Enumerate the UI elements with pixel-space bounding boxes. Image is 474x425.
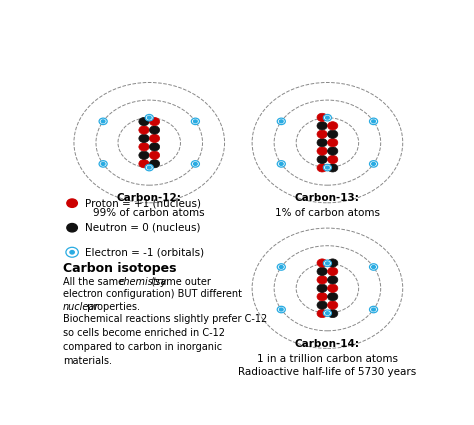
Ellipse shape bbox=[191, 161, 200, 167]
Ellipse shape bbox=[149, 134, 160, 142]
Ellipse shape bbox=[277, 264, 285, 270]
Ellipse shape bbox=[317, 156, 327, 164]
Ellipse shape bbox=[145, 164, 153, 171]
Ellipse shape bbox=[326, 312, 329, 314]
Ellipse shape bbox=[139, 126, 149, 134]
Ellipse shape bbox=[328, 156, 338, 164]
Ellipse shape bbox=[280, 162, 283, 165]
Ellipse shape bbox=[328, 164, 338, 172]
Ellipse shape bbox=[280, 308, 283, 311]
Text: Carbon-13:: Carbon-13: bbox=[295, 193, 360, 203]
Ellipse shape bbox=[317, 139, 327, 147]
Ellipse shape bbox=[101, 120, 105, 123]
Ellipse shape bbox=[317, 276, 327, 284]
Ellipse shape bbox=[317, 259, 327, 267]
Ellipse shape bbox=[149, 117, 160, 126]
Ellipse shape bbox=[328, 301, 338, 309]
Ellipse shape bbox=[326, 116, 329, 119]
Ellipse shape bbox=[149, 159, 160, 168]
Text: 1 in a trillion carbon atoms: 1 in a trillion carbon atoms bbox=[257, 354, 398, 364]
Text: nuclear: nuclear bbox=[63, 302, 99, 312]
Ellipse shape bbox=[328, 292, 338, 301]
Ellipse shape bbox=[317, 122, 327, 130]
Ellipse shape bbox=[323, 114, 331, 121]
Ellipse shape bbox=[70, 251, 74, 254]
Ellipse shape bbox=[323, 164, 331, 171]
Ellipse shape bbox=[147, 166, 151, 169]
Ellipse shape bbox=[147, 116, 151, 119]
Ellipse shape bbox=[370, 118, 378, 125]
Ellipse shape bbox=[370, 264, 378, 270]
Text: properties.: properties. bbox=[84, 302, 140, 312]
Text: Neutron = 0 (nucleus): Neutron = 0 (nucleus) bbox=[85, 223, 201, 233]
Text: Proton = +1 (nucleus): Proton = +1 (nucleus) bbox=[85, 198, 201, 208]
Ellipse shape bbox=[67, 224, 77, 232]
Ellipse shape bbox=[372, 308, 375, 311]
Text: chemistry: chemistry bbox=[119, 277, 167, 287]
Ellipse shape bbox=[370, 306, 378, 313]
Ellipse shape bbox=[99, 161, 107, 167]
Ellipse shape bbox=[149, 143, 160, 151]
Text: Electron = -1 (orbitals): Electron = -1 (orbitals) bbox=[85, 247, 204, 257]
Ellipse shape bbox=[328, 309, 338, 317]
Ellipse shape bbox=[139, 151, 149, 159]
Ellipse shape bbox=[317, 292, 327, 301]
Ellipse shape bbox=[328, 130, 338, 138]
Ellipse shape bbox=[145, 114, 153, 121]
Text: Radioactive half-life of 5730 years: Radioactive half-life of 5730 years bbox=[238, 367, 417, 377]
Ellipse shape bbox=[328, 122, 338, 130]
Text: Carbon isotopes: Carbon isotopes bbox=[63, 262, 176, 275]
Ellipse shape bbox=[328, 267, 338, 275]
Ellipse shape bbox=[139, 159, 149, 168]
Ellipse shape bbox=[191, 118, 200, 125]
Ellipse shape bbox=[66, 247, 78, 257]
Ellipse shape bbox=[193, 162, 197, 165]
Ellipse shape bbox=[323, 310, 331, 317]
Ellipse shape bbox=[317, 301, 327, 309]
Ellipse shape bbox=[326, 262, 329, 265]
Ellipse shape bbox=[317, 309, 327, 317]
Ellipse shape bbox=[149, 151, 160, 159]
Text: (same outer: (same outer bbox=[145, 277, 211, 287]
Ellipse shape bbox=[317, 164, 327, 172]
Text: electron configuration) BUT different: electron configuration) BUT different bbox=[63, 289, 242, 299]
Ellipse shape bbox=[317, 267, 327, 275]
Ellipse shape bbox=[317, 284, 327, 292]
Ellipse shape bbox=[317, 113, 327, 122]
Text: Carbon-12:: Carbon-12: bbox=[117, 193, 182, 203]
Ellipse shape bbox=[67, 199, 77, 207]
Ellipse shape bbox=[372, 266, 375, 269]
Ellipse shape bbox=[139, 117, 149, 126]
Ellipse shape bbox=[328, 139, 338, 147]
Ellipse shape bbox=[280, 120, 283, 123]
Text: 1% of carbon atoms: 1% of carbon atoms bbox=[275, 208, 380, 218]
Ellipse shape bbox=[101, 162, 105, 165]
Ellipse shape bbox=[149, 126, 160, 134]
Ellipse shape bbox=[139, 143, 149, 151]
Ellipse shape bbox=[326, 166, 329, 169]
Ellipse shape bbox=[328, 284, 338, 292]
Ellipse shape bbox=[328, 147, 338, 155]
Text: Carbon-14:: Carbon-14: bbox=[295, 339, 360, 349]
Ellipse shape bbox=[99, 118, 107, 125]
Ellipse shape bbox=[317, 130, 327, 138]
Text: Biochemical reactions slightly prefer C-12
so cells become enriched in C-12
comp: Biochemical reactions slightly prefer C-… bbox=[63, 314, 267, 366]
Text: All the same: All the same bbox=[63, 277, 127, 287]
Ellipse shape bbox=[277, 161, 285, 167]
Ellipse shape bbox=[317, 147, 327, 155]
Ellipse shape bbox=[370, 161, 378, 167]
Ellipse shape bbox=[328, 259, 338, 267]
Ellipse shape bbox=[280, 266, 283, 269]
Ellipse shape bbox=[323, 260, 331, 266]
Ellipse shape bbox=[328, 276, 338, 284]
Ellipse shape bbox=[193, 120, 197, 123]
Ellipse shape bbox=[372, 162, 375, 165]
Ellipse shape bbox=[277, 118, 285, 125]
Ellipse shape bbox=[277, 306, 285, 313]
Text: 99% of carbon atoms: 99% of carbon atoms bbox=[93, 208, 205, 218]
Ellipse shape bbox=[372, 120, 375, 123]
Ellipse shape bbox=[139, 134, 149, 142]
